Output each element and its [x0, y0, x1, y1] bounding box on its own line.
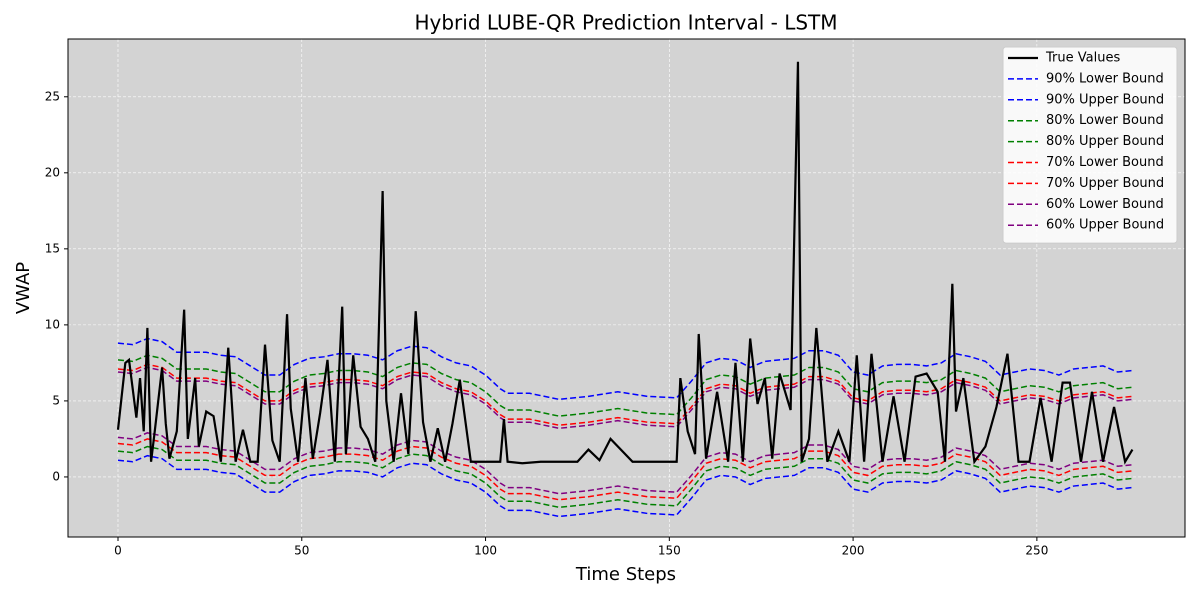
y-tick-label: 5 [52, 393, 60, 407]
series-line [117, 354, 1133, 417]
legend-text: 90% Lower Bound [1046, 71, 1164, 86]
legend-box [1002, 46, 1178, 244]
series-line [117, 363, 1133, 426]
series-line [117, 432, 1133, 495]
y-tick-label: 20 [45, 165, 60, 179]
legend-text: 80% Lower Bound [1046, 113, 1164, 128]
legend-text: 60% Upper Bound [1046, 218, 1164, 233]
x-tick-label: 0 [114, 544, 122, 558]
series-line [117, 366, 1133, 430]
x-tick-label: 150 [658, 544, 681, 558]
legend-text: 70% Upper Bound [1046, 176, 1164, 191]
y-axis-label: VWAP [13, 262, 34, 314]
legend-text: 70% Lower Bound [1046, 155, 1164, 170]
plot-frame [67, 38, 1186, 538]
series-line [117, 337, 1133, 401]
x-tick-label: 200 [842, 544, 865, 558]
legend-text: 60% Lower Bound [1046, 197, 1164, 212]
y-tick-label: 0 [52, 469, 60, 483]
y-tick-label: 15 [45, 241, 60, 255]
series-line [116, 61, 1134, 465]
y-tick-label: 25 [45, 89, 60, 103]
x-tick-label: 250 [1025, 544, 1048, 558]
legend-text: 90% Upper Bound [1046, 92, 1164, 107]
y-tick-label: 10 [45, 317, 60, 331]
x-axis-label: Time Steps [575, 564, 676, 585]
legend-text: True Values [1045, 51, 1120, 66]
series-line [117, 445, 1133, 509]
legend-text: 80% Upper Bound [1046, 134, 1164, 149]
chart-title: Hybrid LUBE-QR Prediction Interval - LST… [414, 11, 837, 35]
series-line [117, 454, 1133, 518]
x-tick-label: 100 [474, 544, 497, 558]
x-tick-label: 50 [294, 544, 309, 558]
